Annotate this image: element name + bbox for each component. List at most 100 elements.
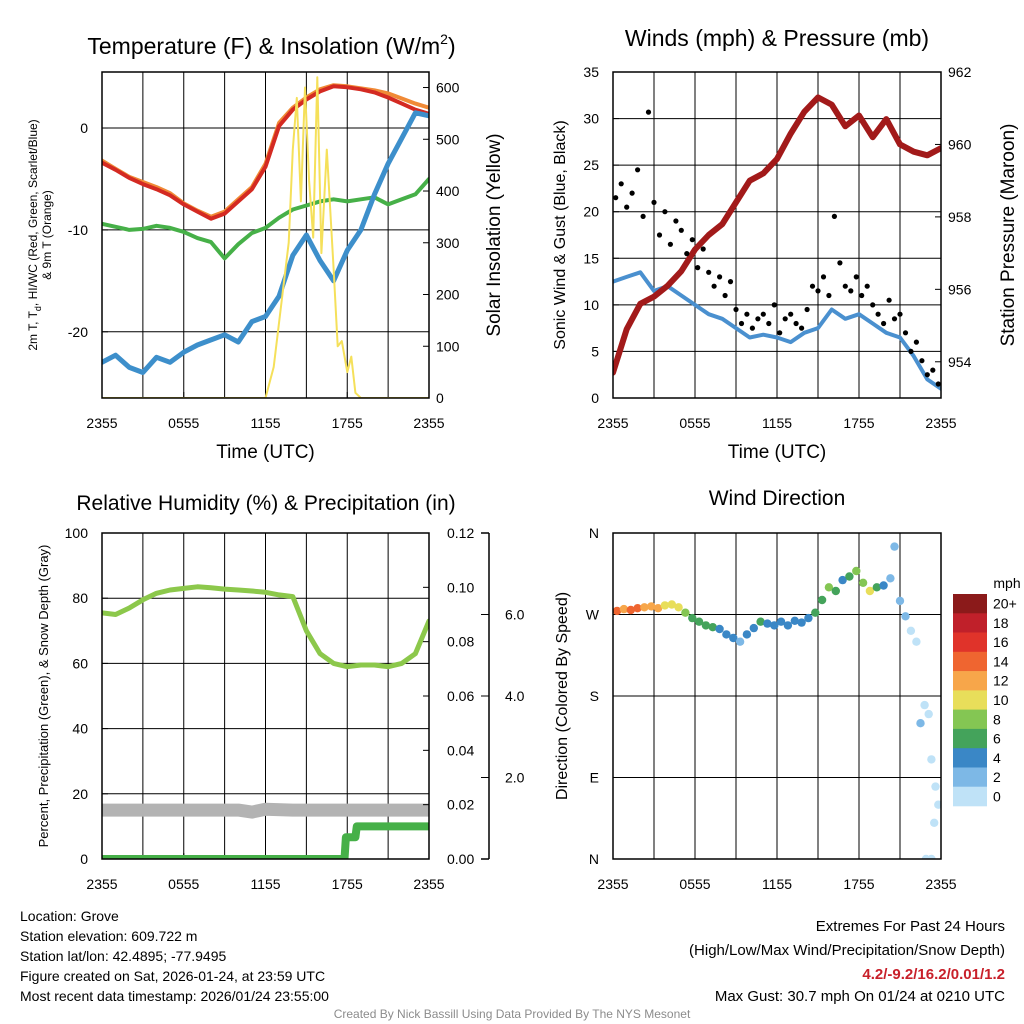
wind-direction-colorbar-swatch [953,671,987,691]
wind-direction-point [763,619,772,628]
humidity-xtick-label: 2355 [86,876,117,892]
wind-direction-ytick-label: N [589,525,599,541]
temperature-title: Temperature (F) & Insolation (W/m2) [87,31,455,59]
temperature-xtick-label: 1155 [250,415,280,431]
wind-direction-point [688,613,697,623]
wind-direction-colorbar-swatch [953,786,987,807]
winds-gust-point [919,358,925,364]
wind-direction-point [831,586,840,596]
winds-gust-point [908,348,914,354]
wind-direction-plot-border [612,532,942,860]
winds-gust-point [788,311,794,317]
wind-direction-point [797,618,806,627]
wind-direction-colorbar-swatch [953,709,987,730]
wind-direction-colorbar-label: 4 [993,750,1001,766]
wind-direction-point [817,595,827,605]
winds-gust-point [717,274,723,280]
credit-line: Created By Nick Bassill Using Data Provi… [333,1007,691,1021]
wind-direction-colorbar-title: mph [993,575,1020,591]
wind-direction-point [722,630,731,639]
winds-rtick-label: 962 [948,64,972,80]
winds-gust-point [870,302,876,308]
wind-direction-point [674,603,683,612]
extremes-title: Extremes For Past 24 Hours [815,918,1005,935]
winds-gust-point [820,274,827,280]
winds-gust-point [881,320,887,327]
winds-gust-point [777,330,783,336]
humidity-xtick-label: 2355 [413,876,444,892]
winds-gust-point [826,292,832,299]
winds-ylabel-right: Station Pressure (Maroon) [998,124,1019,347]
winds-xtick-label: 1755 [843,415,874,431]
winds-gust-point [618,181,624,187]
winds-plot-area [613,94,941,391]
winds-gust-point [755,316,761,322]
winds-gust-point [667,241,674,247]
wind-direction-point [912,637,921,646]
wind-direction-point [804,613,813,623]
wind-direction-point [916,719,925,728]
winds-gust-point [864,283,870,289]
wind-direction-colorbar-swatch [953,690,987,710]
humidity-precip-tick-label: 0.04 [447,742,474,758]
winds-gust-point [891,316,898,322]
humidity-xtick-label: 1755 [332,876,363,892]
winds-xlabel: Time (UTC) [728,442,827,463]
winds-ylabel-left: Sonic Wind & Gust (Blue, Black) [552,120,569,349]
wind-direction-point [824,583,834,592]
temperature-xtick-label: 1755 [332,415,363,431]
winds-gust-point [793,320,799,327]
wind-direction-point [783,621,793,630]
temperature-rtick-label: 100 [436,338,460,354]
ylabel-part: 2m T, T [26,310,40,350]
temperature-ytick-label: -10 [68,222,88,238]
winds-ytick-label: 0 [591,390,599,406]
wind-direction-point [920,700,929,710]
wind-direction-point [890,542,899,551]
winds-gust-point [771,302,777,308]
wind-direction-colorbar-swatch [953,594,987,614]
wind-direction-ytick-label: N [589,851,599,867]
wind-direction-title: Wind Direction [709,487,846,510]
wind-direction-xtick-label: 2355 [597,876,628,892]
winds-gust-point [815,288,821,294]
wind-direction-point [886,574,895,583]
wind-direction-point [653,604,663,613]
wind-direction-colorbar-swatch [953,651,987,672]
temperature-rtick-label: 200 [436,287,460,303]
wind-direction-point [872,583,881,592]
winds-xtick-label: 2355 [597,415,628,431]
wind-direction-ylabel-left: Direction (Colored By Speed) [554,592,571,800]
wind-direction-point [901,612,910,621]
wind-direction-point [729,633,738,643]
wind-direction-point [647,602,656,611]
winds-ylabel-right-group: Station Pressure (Maroon) [998,124,1019,347]
wind-direction-colorbar-swatch [953,767,987,788]
humidity-ytick-label: 40 [72,721,88,737]
wind-direction-ytick-label: W [586,607,600,623]
ylabel-part: d [33,306,43,311]
wind-direction-point [626,605,635,615]
humidity-precip-tick-label: 0.02 [447,797,474,813]
winds-ytick-label: 25 [583,157,599,173]
winds-gust-point [749,325,756,331]
winds-ytick-label: 30 [583,111,599,127]
winds-gust-point [651,199,657,205]
wind-direction-point [619,604,629,614]
winds-frame: 2355 0555 1155 1755 2355 0 5 10 15 20 25 30 35 [583,64,956,431]
winds-gust-point [809,283,816,289]
winds-xtick-label: 0555 [679,415,710,431]
winds-gust-point [766,320,772,327]
temperature-rtick-label: 500 [436,131,460,147]
wind-direction-point [858,578,868,587]
winds-gust-point [645,109,652,115]
info-location: Location: Grove [20,908,119,924]
humidity-xtick-label: 1155 [250,876,280,892]
wind-direction-colorbar-label: 6 [993,731,1001,747]
temperature-ylabel-left: 2m T, Td, HI/WC (Red, Green, Scarlet/Blu… [26,119,54,350]
winds-gust-point [700,246,706,252]
winds-rtick-label: 954 [948,354,972,370]
winds-gust-point [624,204,630,210]
wind-direction-point [708,623,717,632]
